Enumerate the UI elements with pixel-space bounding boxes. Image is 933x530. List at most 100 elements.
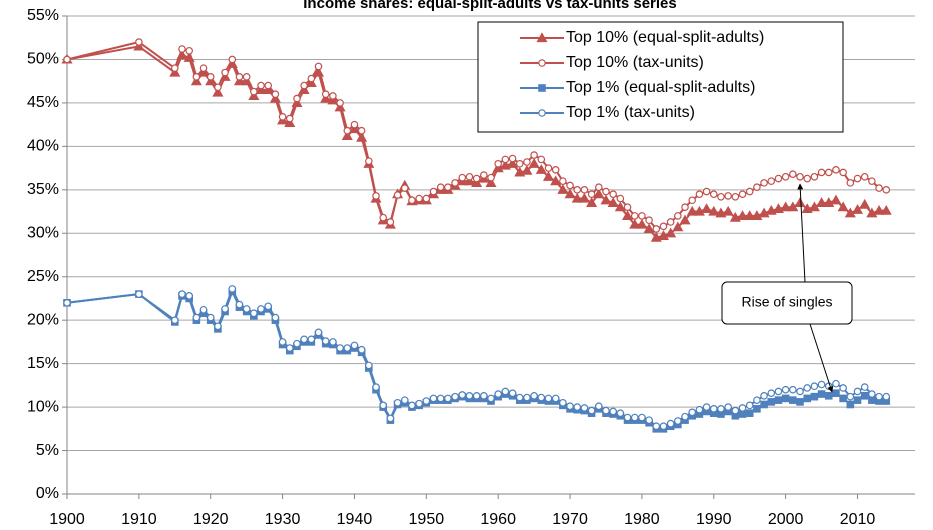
marker	[429, 394, 438, 403]
marker	[228, 55, 237, 64]
marker	[415, 194, 423, 203]
marker	[444, 183, 452, 192]
marker	[837, 201, 849, 212]
marker	[875, 184, 883, 192]
marker	[571, 192, 583, 203]
annotation: Rise of singles	[721, 183, 853, 393]
marker	[724, 192, 732, 200]
marker	[542, 171, 555, 181]
marker	[882, 392, 891, 401]
marker	[794, 197, 806, 207]
marker	[731, 406, 740, 415]
marker	[702, 403, 711, 411]
marker	[214, 322, 222, 331]
marker	[190, 75, 202, 86]
marker	[544, 394, 553, 403]
marker	[823, 197, 835, 207]
marker	[701, 203, 713, 214]
chart-title: Income shares: equal-split-adults vs tax…	[303, 0, 676, 12]
marker	[393, 398, 402, 407]
marker	[135, 290, 143, 298]
marker	[307, 335, 316, 344]
x-tick-label: 2000	[768, 511, 804, 528]
marker	[780, 201, 792, 212]
marker	[868, 396, 876, 404]
marker	[753, 405, 761, 413]
x-tick-label: 1940	[337, 511, 373, 528]
marker	[537, 393, 546, 402]
marker	[796, 387, 804, 396]
marker	[753, 183, 761, 192]
marker	[348, 123, 360, 134]
marker	[614, 201, 626, 212]
marker	[544, 164, 553, 172]
marker	[796, 398, 804, 406]
marker	[594, 402, 603, 411]
marker	[327, 94, 339, 105]
marker	[738, 404, 747, 412]
marker	[708, 205, 720, 216]
marker	[314, 328, 323, 337]
marker	[271, 90, 280, 99]
marker	[386, 414, 395, 423]
marker	[846, 400, 855, 409]
marker	[774, 396, 783, 404]
marker	[616, 194, 625, 203]
marker	[679, 214, 691, 225]
marker	[458, 391, 467, 399]
marker	[832, 379, 840, 388]
marker	[400, 396, 409, 404]
marker	[379, 213, 388, 222]
marker	[199, 64, 208, 72]
marker	[602, 406, 610, 415]
marker	[185, 292, 193, 300]
marker	[63, 298, 71, 307]
marker	[638, 413, 646, 422]
y-tick-label: 40%	[27, 138, 59, 155]
marker	[465, 391, 474, 400]
marker	[767, 177, 776, 185]
marker	[709, 190, 718, 198]
marker	[341, 130, 353, 141]
marker	[307, 74, 316, 83]
marker	[170, 64, 179, 72]
marker	[329, 92, 337, 100]
marker	[235, 300, 244, 309]
marker	[744, 210, 756, 220]
marker	[480, 171, 488, 179]
marker	[278, 113, 287, 121]
marker	[206, 313, 215, 322]
marker	[538, 84, 546, 92]
marker	[781, 385, 790, 394]
marker	[185, 46, 193, 55]
marker	[472, 174, 481, 183]
marker	[372, 192, 380, 200]
marker	[133, 40, 145, 51]
marker	[350, 120, 359, 129]
marker	[724, 403, 732, 411]
series	[63, 38, 891, 233]
marker	[789, 170, 797, 178]
marker	[846, 179, 855, 187]
marker	[674, 417, 682, 425]
marker	[846, 392, 855, 401]
x-tick-label: 1930	[265, 511, 301, 528]
marker	[839, 394, 847, 403]
marker	[357, 345, 366, 354]
x-tick-label: 1920	[193, 511, 229, 528]
marker	[880, 204, 892, 215]
x-tick-label: 1900	[49, 511, 85, 528]
marker	[285, 114, 294, 123]
marker	[508, 154, 517, 163]
marker	[681, 412, 689, 421]
marker	[242, 73, 251, 81]
marker	[336, 99, 344, 107]
marker	[463, 175, 475, 186]
marker	[343, 344, 352, 352]
marker	[372, 383, 380, 391]
marker	[853, 174, 862, 183]
marker	[192, 313, 201, 322]
marker	[767, 389, 776, 397]
marker	[535, 164, 547, 174]
marker	[551, 166, 560, 174]
